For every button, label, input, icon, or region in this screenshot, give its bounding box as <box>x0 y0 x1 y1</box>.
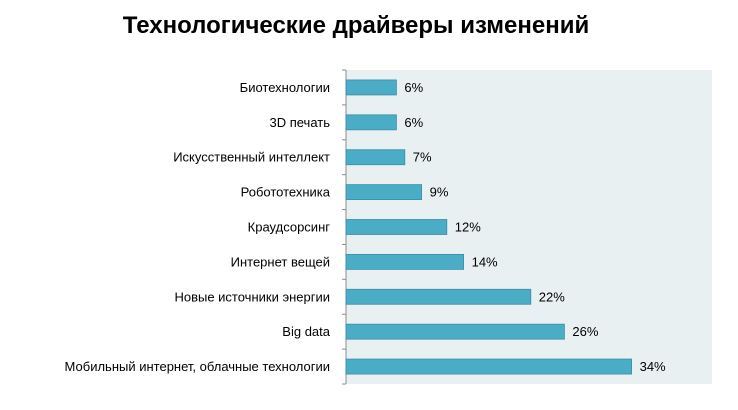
value-label: 34% <box>640 359 666 374</box>
value-label: 7% <box>413 150 432 165</box>
bar <box>345 253 464 270</box>
bar <box>345 288 532 305</box>
bar <box>345 219 448 235</box>
bar <box>345 184 422 201</box>
value-label: 6% <box>404 115 423 130</box>
category-label: 3D печать <box>269 115 330 130</box>
category-label: Интернет вещей <box>231 254 330 269</box>
chart-marks: Биотехнологии 6% 3D печать 6% Искусственный … <box>65 69 666 385</box>
bar <box>345 323 565 340</box>
category-label: Big data <box>282 324 330 339</box>
value-label: 14% <box>472 254 498 269</box>
chart-title: Технологические драйверы изменений <box>122 12 590 39</box>
category-label: Искусственный интеллект <box>173 150 330 165</box>
category-label: Мобильный интернет, облачные технологии <box>65 359 330 374</box>
value-label: 26% <box>572 324 598 339</box>
category-label: Робототехника <box>241 185 331 200</box>
category-label: Краудсорсинг <box>248 220 331 235</box>
value-label: 6% <box>404 80 423 95</box>
value-label: 22% <box>539 289 565 304</box>
category-label: Новые источники энергии <box>174 289 330 304</box>
value-label: 12% <box>455 220 481 235</box>
bar <box>345 114 397 131</box>
bar <box>345 149 406 166</box>
value-label: 9% <box>430 185 449 200</box>
category-label: Биотехнологии <box>240 80 330 95</box>
bar <box>345 79 397 96</box>
bar <box>345 358 633 375</box>
